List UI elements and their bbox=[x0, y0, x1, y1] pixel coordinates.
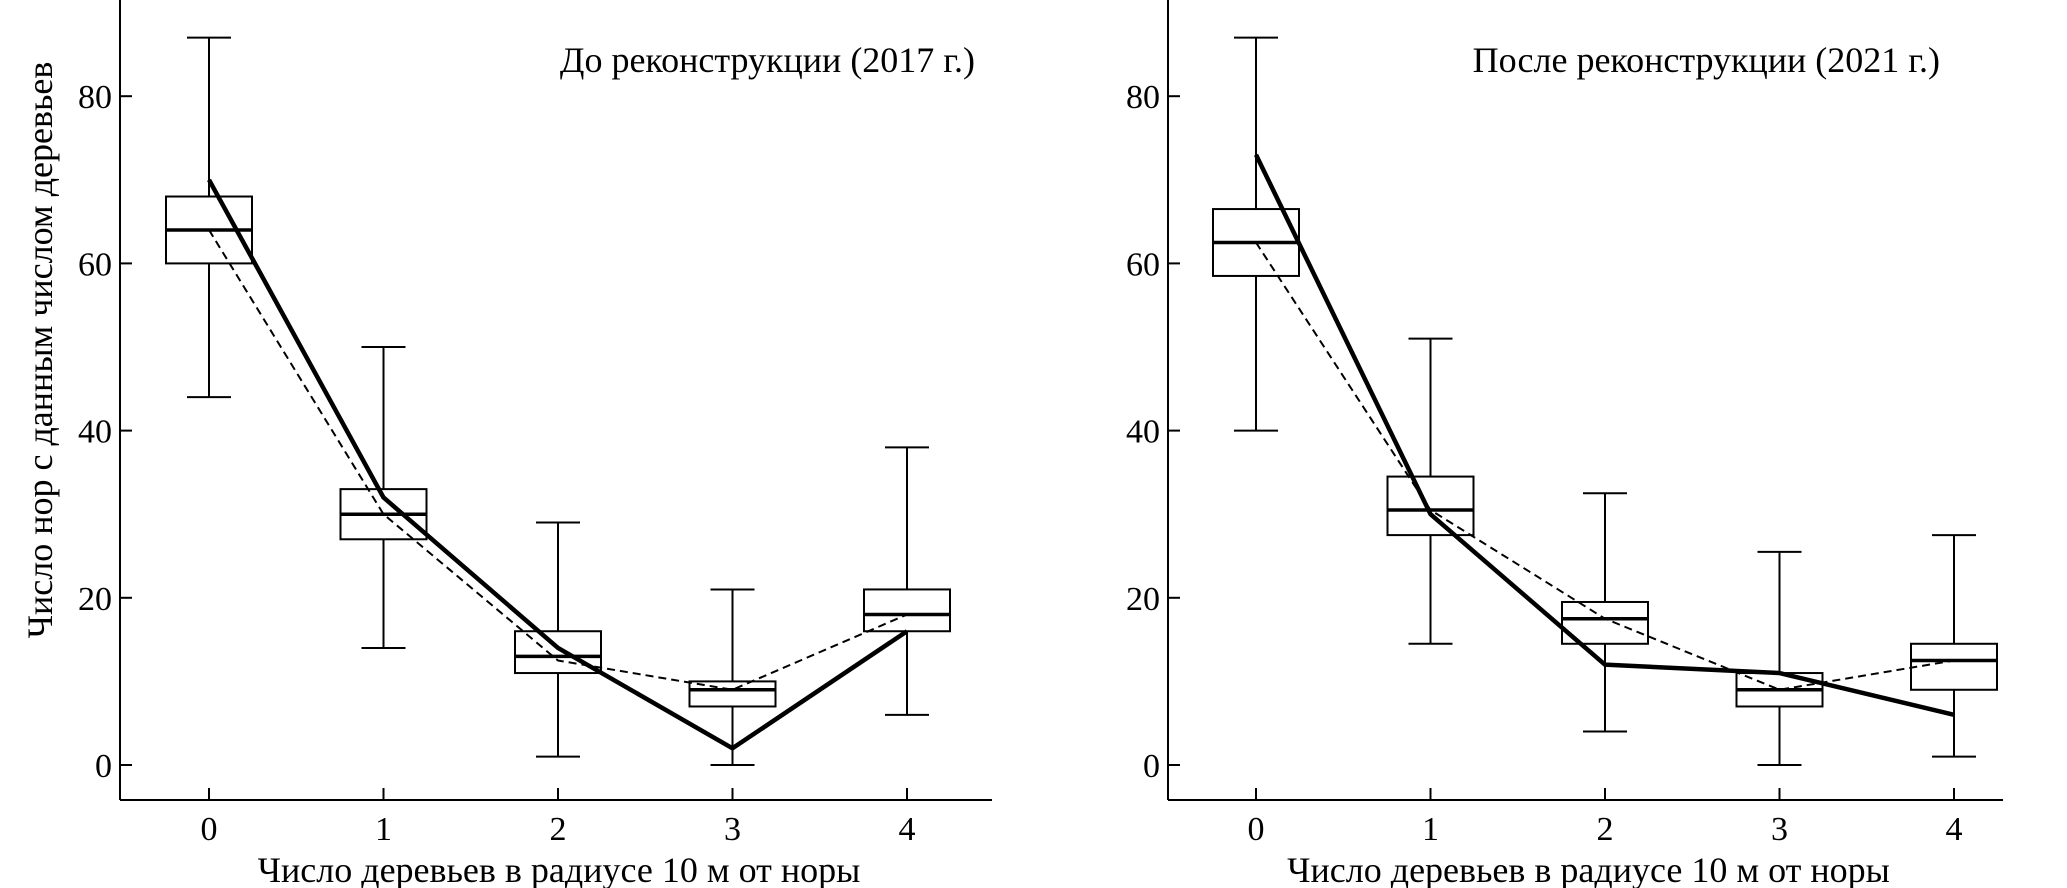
box-3 bbox=[1735, 550, 1824, 766]
x-axis-title: Число деревьев в радиусе 10 м от норы bbox=[1287, 850, 1890, 888]
y-tick-label: 40 bbox=[1126, 414, 1160, 451]
box-iqr bbox=[1910, 642, 1998, 691]
box-2 bbox=[1561, 492, 1649, 733]
panel-title: До реконструкции (2017 г.) bbox=[560, 40, 975, 80]
box-0 bbox=[1212, 36, 1300, 432]
y-tick-label: 20 bbox=[1126, 581, 1160, 618]
box-2 bbox=[514, 521, 602, 758]
x-tick-label: 4 bbox=[1946, 811, 1963, 848]
x-tick-label: 1 bbox=[1422, 811, 1439, 848]
box-1 bbox=[339, 346, 428, 649]
box-4 bbox=[1910, 534, 1998, 758]
x-tick-label: 2 bbox=[1597, 811, 1614, 848]
box-iqr bbox=[688, 680, 777, 708]
x-tick-label: 2 bbox=[550, 811, 567, 848]
box-iqr bbox=[863, 588, 951, 633]
box-4 bbox=[863, 446, 951, 716]
x-tick-label: 0 bbox=[201, 811, 218, 848]
x-tick-label: 1 bbox=[375, 811, 392, 848]
series-line-dashed bbox=[1255, 241, 1955, 691]
x-tick-label: 0 bbox=[1248, 811, 1265, 848]
panel-title: После реконструкции (2021 г.) bbox=[1473, 40, 1940, 80]
box-iqr bbox=[514, 630, 602, 675]
y-tick-label: 0 bbox=[95, 748, 112, 785]
y-tick-label: 80 bbox=[1126, 79, 1160, 116]
box-iqr bbox=[1386, 475, 1475, 537]
chart-panel-1: 0 20 40 60 80 0 1 2 3 4 До реконструкции (2017 г.)… bbox=[20, 0, 992, 888]
series-line-solid bbox=[1253, 153, 1955, 718]
box-3 bbox=[688, 588, 777, 766]
x-axis-title: Число деревьев в радиусе 10 м от норы bbox=[258, 850, 861, 888]
x-tick-label: 3 bbox=[1771, 811, 1788, 848]
y-tick-label: 40 bbox=[78, 414, 112, 451]
chart-panel-2: 0 20 40 60 80 0 1 2 3 4 После реконструкции (2021 … bbox=[1126, 0, 2003, 888]
box-0 bbox=[165, 36, 253, 399]
series-line-dashed bbox=[208, 229, 908, 691]
y-tick-label: 80 bbox=[78, 79, 112, 116]
y-axis-title: Число нор с данным числом деревьев bbox=[20, 62, 60, 639]
y-tick-label: 60 bbox=[78, 246, 112, 283]
y-tick-label: 0 bbox=[1143, 748, 1160, 785]
y-tick-label: 20 bbox=[78, 581, 112, 618]
box-iqr bbox=[1561, 600, 1649, 645]
y-tick-label: 60 bbox=[1126, 246, 1160, 283]
box-1 bbox=[1386, 337, 1475, 645]
x-tick-label: 4 bbox=[899, 811, 916, 848]
x-tick-label: 3 bbox=[724, 811, 741, 848]
series-line-solid bbox=[207, 178, 909, 751]
